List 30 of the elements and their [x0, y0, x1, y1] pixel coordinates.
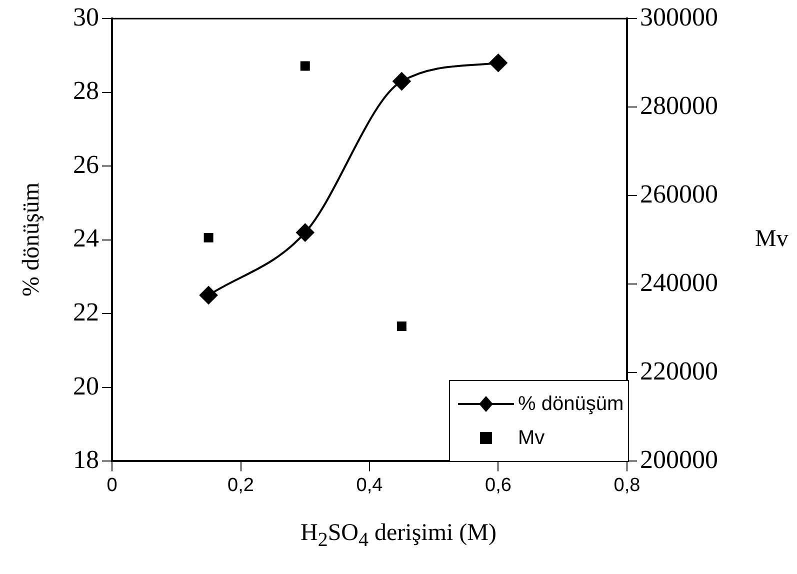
x-tick-label: 0,8 — [614, 474, 640, 496]
point — [300, 61, 310, 71]
y2-axis-title: Mv — [755, 226, 788, 253]
point — [392, 72, 411, 90]
legend-label: Mv — [518, 426, 545, 450]
point — [204, 232, 214, 242]
y2-tick-label: 220000 — [640, 356, 718, 386]
y2-tick-label: 200000 — [640, 445, 718, 474]
point — [489, 54, 508, 72]
y-tick-label: 26 — [73, 150, 99, 179]
y2-tick-label: 280000 — [640, 90, 718, 120]
x-tick-label: 0,6 — [485, 474, 512, 496]
point — [200, 286, 218, 304]
y2-tick-label: 300000 — [640, 2, 718, 32]
point — [396, 321, 406, 331]
x-tick-label: 0 — [106, 474, 118, 496]
x-tick-label: 0,4 — [356, 474, 384, 496]
x-tick-label: 0,2 — [228, 474, 254, 496]
legend-label: % dönüşüm — [518, 392, 624, 416]
y-tick-label: 18 — [73, 445, 99, 474]
y2-tick-label: 260000 — [640, 179, 718, 208]
y2-tick-label: 240000 — [640, 268, 718, 297]
y-tick-label: 24 — [73, 224, 99, 253]
y-axis-title: % dönüşüm — [18, 182, 46, 296]
y-tick-label: 28 — [73, 76, 99, 106]
x-axis-title: H$_{2}$SO$_{4}$ derişimi (M) — [299, 520, 498, 552]
y-tick-label: 22 — [73, 297, 99, 326]
y-tick-label: 20 — [73, 371, 99, 400]
point — [296, 224, 314, 242]
y-tick-label: 30 — [73, 2, 99, 32]
